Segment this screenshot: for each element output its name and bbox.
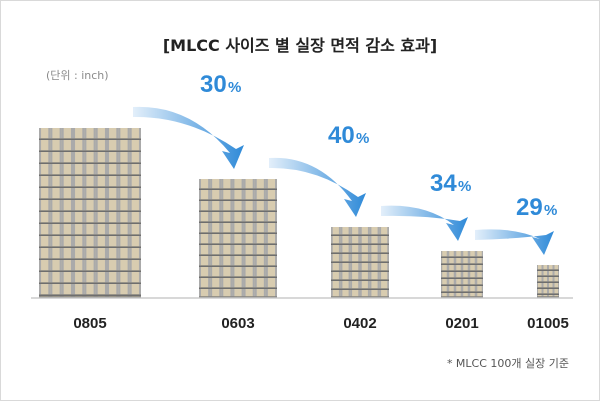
reduction-suffix: % [544, 202, 557, 219]
chip-block-0603 [199, 179, 277, 298]
category-label-0402: 0402 [343, 315, 376, 332]
category-label-0603: 0603 [221, 315, 254, 332]
reduction-value: 30 [200, 71, 227, 98]
chip-block-01005 [537, 265, 560, 298]
reduction-arrow-0805-0603: 30% [133, 71, 244, 169]
reduction-arrow-0402-0201: 34% [381, 170, 471, 241]
footnote: * MLCC 100개 실장 기준 [446, 357, 569, 370]
chip-block-0805 [39, 128, 141, 298]
reduction-suffix: % [356, 130, 369, 147]
reduction-value: 34 [430, 170, 457, 197]
reduction-value: 29 [516, 194, 543, 221]
chip-block-0402 [331, 227, 389, 298]
chip-block-0201 [441, 251, 483, 298]
reduction-suffix: % [458, 178, 471, 195]
category-label-0201: 0201 [445, 315, 478, 332]
reduction-arrow-0603-0402: 40% [269, 122, 369, 217]
reduction-arrows: 30 %40 %34 %29% [133, 71, 557, 255]
unit-note: (단위 : inch) [46, 69, 109, 82]
category-labels: 0805 0603 0402 0201 01005 [73, 315, 569, 332]
reduction-value: 40 [328, 122, 355, 149]
category-label-0805: 0805 [73, 315, 106, 332]
reduction-arrow-0201-01005: 29% [475, 194, 557, 255]
chip-blocks [39, 128, 560, 298]
chart-title: [MLCC 사이즈 별 실장 면적 감소 효과] [162, 36, 438, 55]
category-label-01005: 01005 [527, 315, 569, 332]
reduction-suffix: % [228, 79, 241, 96]
